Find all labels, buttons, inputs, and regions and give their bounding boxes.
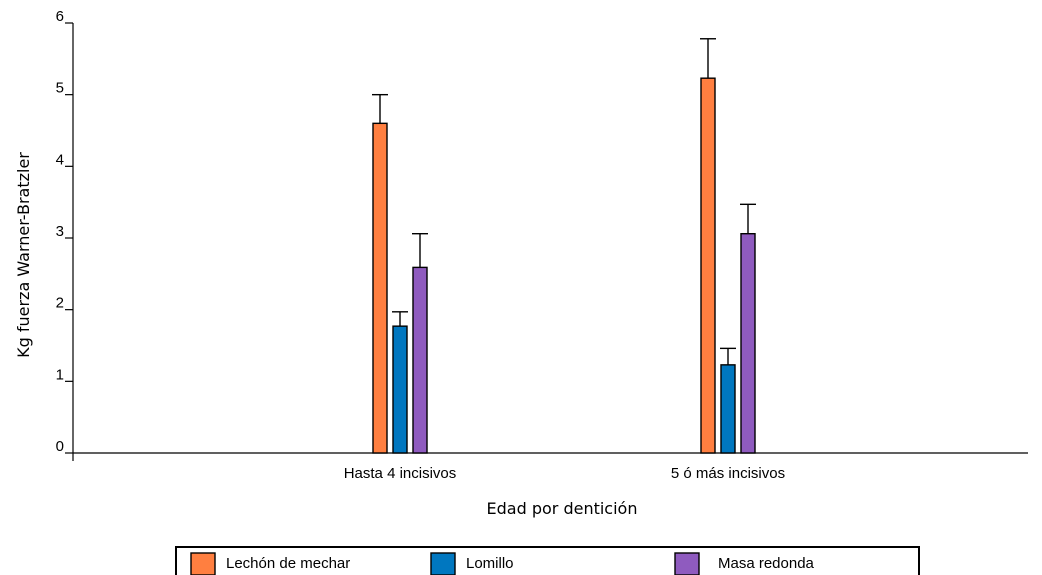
y-tick-label: 4	[56, 151, 64, 168]
bar	[700, 77, 716, 454]
y-tick-label: 6	[56, 8, 64, 25]
legend-swatch	[674, 552, 700, 575]
y-tick-label: 3	[56, 223, 64, 240]
y-axis-title: Kg fuerza Warner-Bratzler	[14, 152, 33, 358]
y-axis: 0 1 2 3 4 5 6	[56, 8, 74, 455]
legend-swatch	[190, 552, 216, 575]
x-category-label: 5 ó más incisivos	[671, 465, 785, 482]
error-bars-group	[372, 38, 756, 365]
y-tick-label: 2	[56, 295, 64, 312]
x-axis-title: Edad por dentición	[487, 499, 638, 518]
bar	[720, 364, 736, 454]
legend-label: Masa redonda	[718, 555, 815, 572]
legend: Lechón de mechar Lomillo Masa redonda	[175, 546, 920, 575]
y-tick-label: 0	[56, 438, 64, 455]
legend-label: Lechón de mechar	[226, 555, 350, 572]
legend-frame	[175, 546, 920, 575]
legend-label: Lomillo	[466, 555, 514, 572]
bar	[372, 122, 388, 454]
legend-swatch	[430, 552, 456, 575]
y-tick-label: 5	[56, 80, 64, 97]
bar	[412, 266, 428, 454]
y-tick-label: 1	[56, 366, 64, 383]
x-category-label: Hasta 4 incisivos	[344, 465, 457, 482]
bar	[740, 232, 756, 454]
x-axis: Hasta 4 incisivos 5 ó más incisivos	[72, 452, 1028, 482]
bars-group	[372, 77, 756, 454]
bar	[392, 325, 408, 454]
